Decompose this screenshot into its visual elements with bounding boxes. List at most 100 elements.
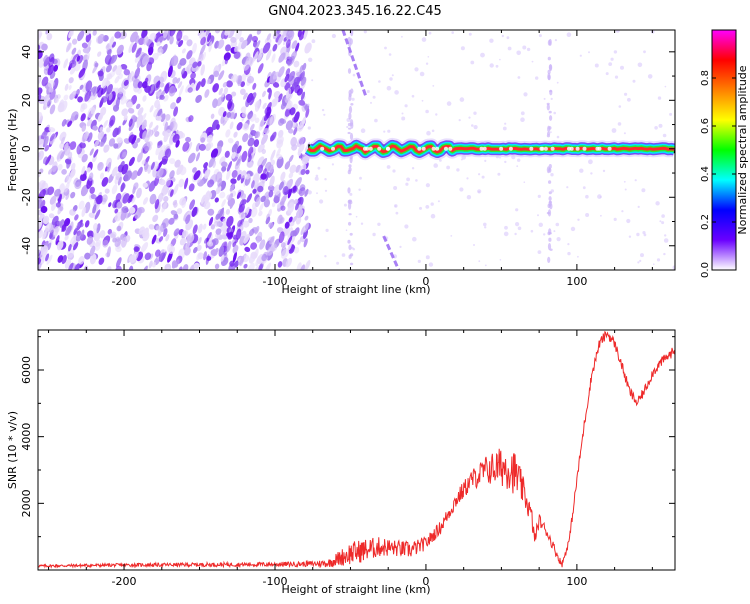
noise-blob — [48, 87, 54, 93]
noise-blob — [243, 60, 251, 71]
noise-blob — [135, 47, 142, 58]
noise-blob — [69, 209, 76, 216]
tone-line-highlight — [550, 146, 555, 151]
noise-blob — [135, 103, 141, 110]
vertical-artifact-mark — [546, 166, 550, 174]
noise-blob — [69, 141, 77, 150]
noise-blob — [141, 55, 150, 66]
noise-blob — [195, 94, 202, 103]
faint-noise-dot — [537, 194, 541, 198]
noise-blob — [253, 139, 260, 148]
faint-noise-dot — [517, 158, 521, 162]
noise-blob — [243, 263, 248, 269]
x-tick-label: 100 — [566, 575, 587, 588]
noise-blob — [89, 148, 94, 156]
faint-noise-dot — [470, 60, 475, 65]
noise-blob — [81, 206, 87, 217]
noise-blob — [128, 42, 134, 53]
noise-blob — [163, 228, 168, 237]
faint-noise-dot — [657, 96, 662, 100]
noise-blob — [177, 62, 182, 70]
noise-blob — [215, 213, 220, 220]
noise-blob — [226, 240, 232, 252]
faint-noise-dot — [323, 113, 326, 116]
noise-blob — [237, 219, 243, 227]
noise-blob — [157, 192, 164, 203]
noise-blob — [280, 171, 286, 181]
noise-blob — [226, 215, 234, 228]
faint-noise-dot — [608, 62, 613, 66]
faint-noise-dot — [530, 229, 534, 233]
faint-noise-dot — [412, 236, 417, 242]
noise-blob — [171, 55, 179, 67]
noise-blob — [38, 44, 41, 51]
noise-blob — [117, 176, 122, 186]
faint-noise-dot — [446, 101, 452, 106]
faint-noise-dot — [566, 32, 572, 37]
noise-blob — [46, 254, 53, 265]
noise-blob — [222, 218, 227, 224]
noise-blob — [265, 216, 271, 225]
noise-blob — [176, 208, 183, 215]
y-tick-label: 20 — [20, 93, 33, 107]
noise-blob — [168, 217, 175, 225]
noise-blob — [167, 243, 174, 253]
noise-blob — [115, 192, 122, 202]
faint-noise-dot — [535, 76, 539, 80]
faint-noise-dot — [439, 159, 442, 162]
noise-blob — [106, 246, 111, 258]
noise-blob — [142, 197, 149, 205]
noise-blob — [86, 236, 94, 245]
noise-blob — [49, 104, 56, 115]
noise-blob — [272, 96, 279, 107]
faint-noise-dot — [656, 258, 661, 262]
faint-noise-dot — [484, 264, 487, 267]
noise-blob — [206, 134, 214, 143]
noise-blob — [242, 92, 248, 100]
noise-blob — [276, 156, 284, 169]
noise-blob — [155, 80, 161, 89]
faint-noise-dot — [643, 233, 647, 237]
noise-blob — [74, 181, 82, 190]
faint-noise-dot — [414, 67, 419, 72]
noise-blob — [203, 251, 207, 261]
noise-blob — [159, 82, 165, 88]
noise-blob — [157, 108, 163, 117]
noise-blob — [276, 135, 284, 145]
noise-blob — [256, 231, 263, 244]
faint-noise-dot — [526, 47, 531, 52]
noise-blob — [131, 196, 136, 204]
noise-blob — [200, 36, 206, 46]
noise-blob — [92, 125, 98, 131]
noise-blob — [169, 170, 175, 179]
noise-blob — [92, 30, 97, 36]
noise-blob — [286, 100, 293, 110]
noise-blob — [277, 93, 283, 103]
noise-blob — [70, 191, 76, 199]
faint-noise-dot — [425, 205, 430, 209]
noise-blob — [131, 251, 139, 262]
faint-noise-dot — [499, 58, 501, 61]
faint-noise-dot — [484, 159, 487, 162]
noise-blob — [197, 60, 202, 67]
noise-blob — [44, 97, 50, 108]
noise-blob — [97, 112, 104, 122]
noise-blob — [64, 83, 69, 91]
noise-blob — [114, 31, 122, 39]
faint-noise-dot — [554, 39, 558, 42]
noise-blob — [127, 197, 132, 204]
noise-blob — [178, 85, 184, 97]
noise-blob — [146, 61, 153, 72]
noise-blob — [149, 121, 153, 129]
noise-blob — [165, 114, 171, 121]
noise-blob — [66, 42, 71, 53]
noise-blob — [210, 148, 219, 159]
noise-blob — [109, 233, 116, 239]
noise-blob — [149, 193, 157, 205]
noise-blob — [275, 33, 282, 43]
vertical-artifact-mark — [548, 237, 552, 242]
noise-blob — [241, 150, 248, 163]
noise-blob — [300, 91, 306, 101]
faint-noise-dot — [579, 168, 584, 173]
